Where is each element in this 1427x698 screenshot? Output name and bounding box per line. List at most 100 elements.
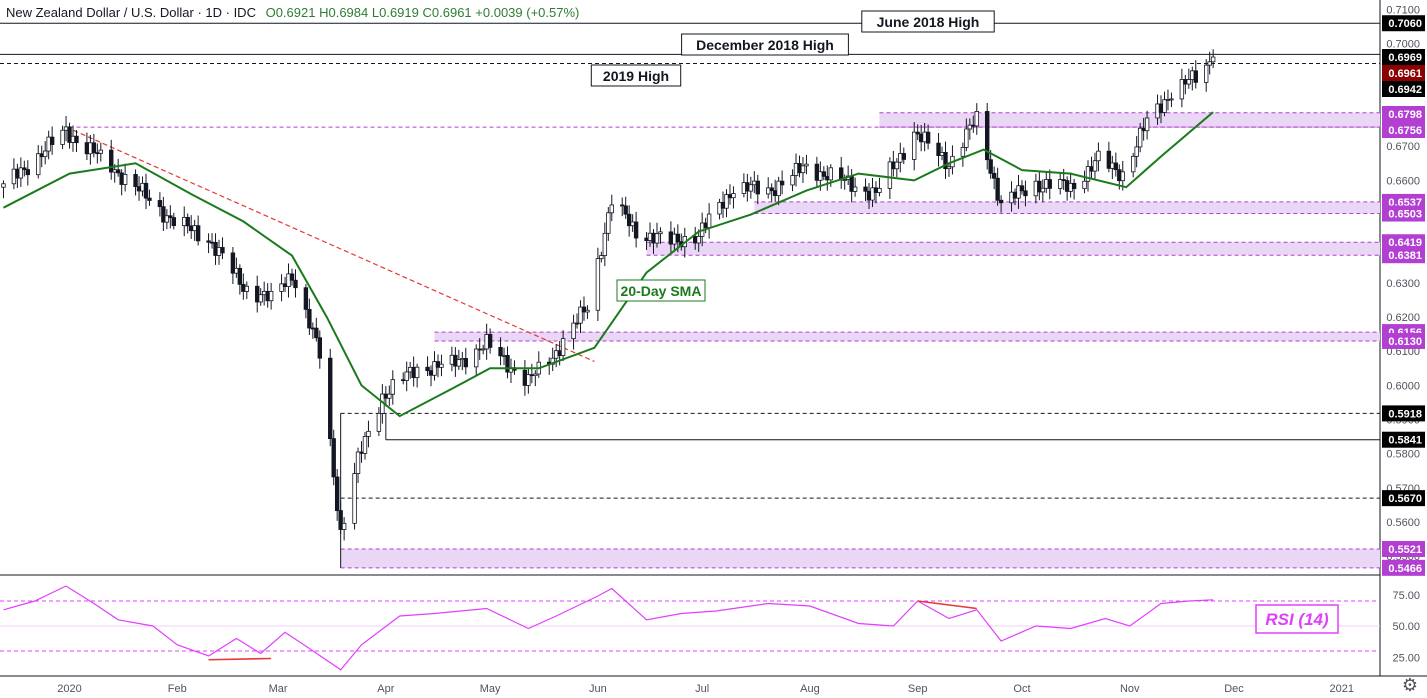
candle-down (727, 194, 733, 199)
candle-up (1134, 146, 1139, 157)
candle-up (894, 161, 900, 170)
candle-up (1044, 179, 1049, 189)
candle-up (234, 267, 239, 274)
candle-down (331, 438, 336, 478)
price-tick-label: 0.6100 (1386, 346, 1420, 358)
candle-up (731, 193, 736, 199)
candle-up (578, 306, 583, 324)
price-label: 0.7060 (1388, 18, 1422, 30)
support-resistance-zone (434, 332, 1381, 341)
candle-up (1092, 160, 1098, 172)
candle-down (651, 232, 656, 244)
price-label: 0.6969 (1388, 52, 1422, 64)
candle-up (870, 187, 875, 201)
candle-down (453, 354, 458, 367)
candle-up (793, 163, 799, 176)
candle-up (192, 225, 197, 232)
candle-up (1144, 117, 1150, 132)
sma-line (3, 111, 1214, 418)
price-tick-label: 0.6000 (1386, 380, 1420, 392)
candle-up (112, 169, 117, 173)
candle-up (1186, 79, 1192, 85)
support-resistance-zone (879, 112, 1380, 128)
december-2018-high-label-box (681, 33, 849, 56)
2019-high-label: 2019 High (603, 68, 669, 84)
candle-up (964, 128, 969, 148)
candle-down (1037, 180, 1042, 193)
candle-up (790, 175, 795, 186)
candle-down (943, 151, 948, 170)
candle-down (1061, 179, 1066, 182)
rsi-tick-label: 75.00 (1392, 590, 1420, 602)
price-label: 0.6503 (1388, 209, 1422, 221)
candle-up (585, 309, 590, 313)
candle-down (1141, 127, 1146, 132)
candle-down (477, 348, 482, 351)
price-label: 0.6961 (1388, 68, 1422, 80)
candle-up (88, 142, 93, 155)
candle-down (109, 149, 114, 173)
rsi-tick-label: 50.00 (1392, 621, 1420, 633)
candle-up (553, 350, 559, 359)
candle-up (571, 322, 576, 339)
candle-up (480, 348, 486, 351)
support-resistance-zone (754, 201, 1380, 214)
candle-down (289, 273, 295, 281)
rsi-label-box (1255, 604, 1339, 634)
candle-down (133, 174, 138, 187)
candle-down (463, 358, 468, 368)
ohlc-readout: O0.6921 H0.6984 L0.6919 C0.6961 +0.0039 … (266, 5, 580, 20)
candle-down (720, 201, 726, 209)
candle-up (244, 285, 250, 292)
candle-up (1085, 166, 1091, 182)
price-label-box (1382, 122, 1425, 138)
candle-up (800, 165, 806, 174)
candle-up (1082, 180, 1087, 190)
price-tick-label: 0.6600 (1386, 175, 1420, 187)
candle-up (1009, 191, 1014, 204)
time-tick-label: Aug (800, 683, 820, 695)
candle-down (168, 215, 173, 218)
candle-down (574, 322, 580, 325)
candle-down (220, 247, 225, 254)
candle-down (428, 370, 434, 376)
candle-up (776, 180, 781, 197)
candle-down (873, 187, 879, 193)
candle-up (828, 167, 833, 181)
price-label-box (1382, 490, 1425, 507)
candle-up (606, 212, 611, 234)
gear-icon[interactable]: ⚙ (1401, 675, 1419, 695)
candle-down (971, 124, 976, 127)
symbol-title[interactable]: New Zealand Dollar / U.S. Dollar · 1D · … (6, 5, 256, 20)
candle-down (1183, 79, 1188, 85)
price-label: 0.5670 (1388, 493, 1422, 505)
candle-up (366, 430, 371, 437)
candle-down (891, 161, 896, 170)
candle-down (91, 142, 97, 154)
candle-up (387, 393, 392, 399)
candle-down (581, 306, 587, 313)
candle-up (60, 129, 65, 145)
candle-down (626, 213, 632, 227)
candle-down (95, 152, 100, 155)
candle-down (1117, 169, 1122, 182)
candle-up (1096, 150, 1101, 162)
candle-up (140, 182, 145, 192)
candle-up (18, 167, 24, 179)
price-label: 0.5521 (1388, 544, 1422, 556)
candle-up (261, 290, 267, 296)
candle-down (338, 510, 343, 530)
candle-up (967, 124, 973, 130)
price-label-box (1382, 15, 1425, 32)
candle-down (310, 327, 316, 330)
candle-up (717, 201, 722, 215)
candle-down (985, 111, 990, 161)
price-tick-label: 0.6700 (1386, 141, 1420, 153)
candle-up (647, 232, 653, 241)
candle-down (282, 283, 288, 287)
price-tick-label: 0.6200 (1386, 312, 1420, 324)
candle-down (772, 190, 778, 197)
candle-up (1207, 61, 1212, 66)
candle-up (1016, 185, 1021, 199)
